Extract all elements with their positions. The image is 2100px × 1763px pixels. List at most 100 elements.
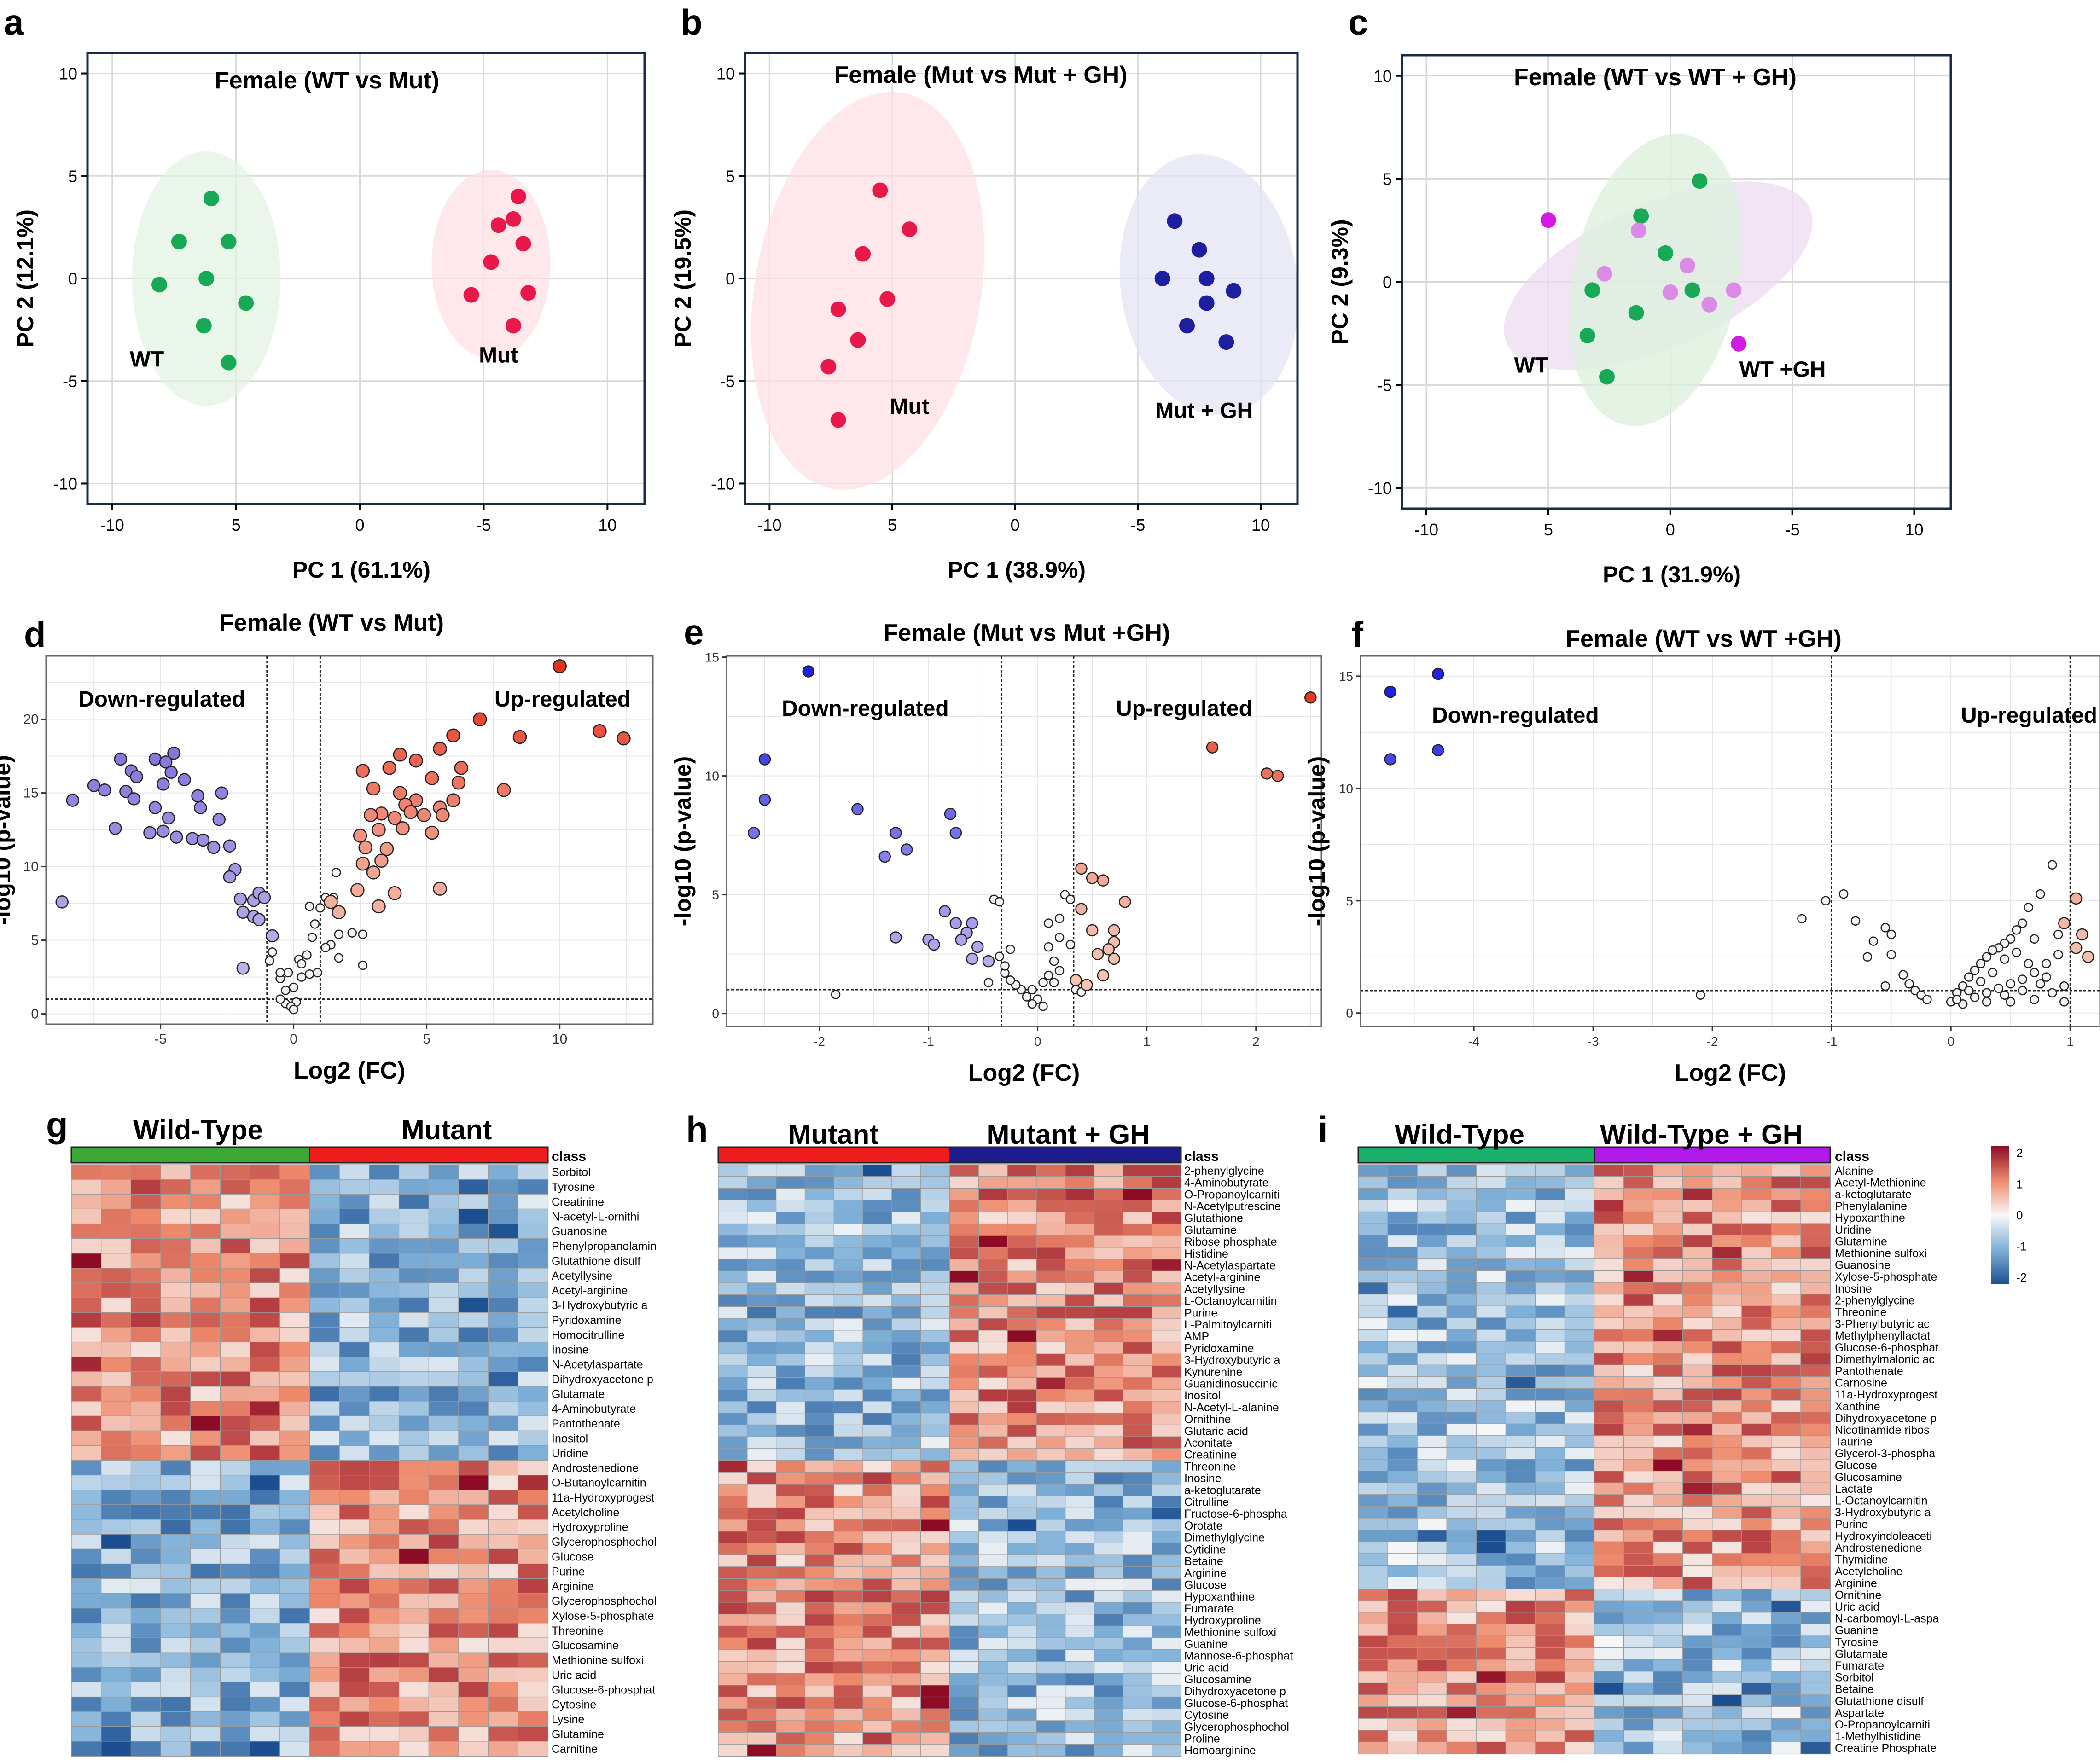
heatmap-cell [747,1353,777,1366]
heatmap-cell [488,1430,519,1446]
heatmap-cell [398,1312,430,1328]
row-label: Creatinine [1184,1449,1237,1461]
row-label: Pantothenate [1835,1365,1903,1378]
heatmap-cell [1653,1294,1683,1307]
heatmap-cell [1123,1413,1153,1426]
data-point-up-regulated [2070,941,2083,954]
data-point-up-regulated [2058,917,2071,929]
heatmap-cell [1505,1176,1536,1189]
heatmap-cell [339,1371,370,1387]
heatmap-cell [190,1253,221,1269]
x-tick-label: 5 [423,1032,430,1047]
data-point-not-significant [1982,988,1992,998]
heatmap-cell [920,1188,950,1201]
heatmap-cell [920,1614,950,1627]
heatmap-cell [279,1253,310,1269]
heatmap-cell [1065,1507,1095,1520]
y-axis-label: PC 2 (19.5%) [670,209,696,348]
data-point-down-regulated [130,770,143,783]
data-point-wt-gh [1596,266,1612,282]
data-point-wt [1692,173,1708,189]
heatmap-cell [1682,1494,1713,1507]
heatmap-cell [220,1490,251,1505]
heatmap-cell [833,1282,864,1295]
heatmap-cell [458,1667,489,1683]
row-label: Alanine [1835,1165,1873,1177]
data-point-mut-gh [1179,318,1195,334]
heatmap-cell [1800,1577,1831,1589]
heatmap-cell [1653,1247,1683,1259]
row-label: O-Butanoylcarnitin [552,1477,646,1490]
heatmap-cell [776,1176,806,1189]
heatmap-cell [518,1519,549,1535]
heatmap-cell [130,1253,162,1269]
heatmap-cell [1007,1625,1037,1639]
heatmap-cell [101,1208,132,1224]
heatmap-cell [250,1711,280,1727]
heatmap-cell [804,1365,835,1378]
data-point-not-significant [1964,986,1974,996]
heatmap-cell [398,1741,430,1757]
heatmap-cell [862,1531,892,1544]
heatmap-cell [190,1593,221,1609]
data-point-not-significant [2036,979,2045,989]
data-point-not-significant [297,959,307,969]
heatmap-cell [1564,1506,1595,1519]
heatmap-cell [804,1436,835,1449]
heatmap-cell [1800,1600,1831,1613]
heatmap-cell [920,1507,950,1520]
heatmap-cell [891,1661,921,1674]
heatmap-cell [101,1179,132,1195]
heatmap-cell [1682,1530,1713,1543]
heatmap-cell [1446,1482,1477,1495]
heatmap-cell [428,1593,460,1609]
heatmap-cell [1007,1496,1037,1508]
heatmap-cell [1771,1612,1802,1625]
heatmap-cell [1358,1459,1389,1472]
heatmap-cell [488,1164,519,1180]
heatmap-cell [1564,1706,1595,1719]
heatmap-cell [833,1448,864,1461]
heatmap-cell [101,1667,132,1683]
heatmap-cell [891,1649,921,1662]
heatmap-cell [1387,1211,1418,1224]
heatmap-cell [949,1578,979,1591]
heatmap-cell [1800,1553,1831,1566]
heatmap-cell [1771,1164,1802,1177]
heatmap-cell [1094,1472,1124,1485]
heatmap-cell [776,1401,806,1414]
heatmap-cell [1417,1600,1448,1613]
data-point-up-regulated [366,865,381,880]
heatmap-cell [1771,1706,1802,1719]
heatmap-cell [309,1490,340,1505]
heatmap-cell [160,1297,191,1313]
heatmap-cell [1771,1624,1802,1637]
heatmap-cell [1594,1270,1624,1283]
row-label: 3-Phenylbutyric ac [1835,1318,1930,1331]
heatmap-cell [1564,1694,1595,1707]
heatmap-cell [250,1327,280,1343]
heatmap-cell [250,1164,280,1180]
y-tick-label: 15 [23,786,39,801]
heatmap-cell [1771,1730,1802,1743]
data-point-mut [850,332,866,348]
heatmap-cell [1741,1482,1772,1495]
heatmap-cell [1417,1624,1448,1637]
heatmap-cell [1387,1223,1418,1236]
heatmap-cell [891,1223,921,1236]
heatmap-cell [1800,1565,1831,1578]
chart-title: Female (WT vs WT +GH) [1565,626,1842,652]
chart-title: Female (Mut vs Mut + GH) [834,62,1127,88]
heatmap-cell [1653,1329,1683,1342]
heatmap-cell [369,1637,400,1653]
heatmap-cell [1535,1294,1565,1307]
y-tick-label: -5 [63,372,77,391]
heatmap-cell [776,1661,806,1674]
heatmap-cell [458,1268,489,1284]
heatmap-cell [518,1667,549,1683]
heatmap-cell [1505,1730,1536,1743]
heatmap-cell [458,1445,489,1461]
heatmap-cell [1771,1305,1802,1318]
data-point-wt [238,295,254,311]
data-point-wt [1599,369,1615,385]
